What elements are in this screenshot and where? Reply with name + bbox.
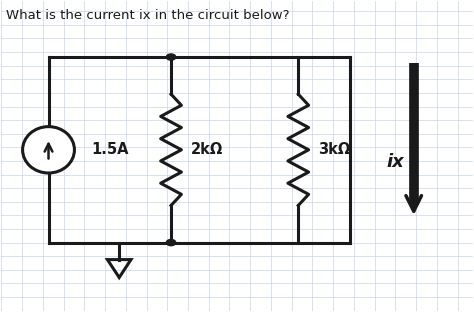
Ellipse shape: [23, 127, 74, 173]
Circle shape: [166, 54, 176, 60]
Text: 1.5A: 1.5A: [91, 142, 128, 157]
Circle shape: [166, 240, 176, 246]
Text: What is the current ix in the circuit below?: What is the current ix in the circuit be…: [6, 9, 290, 22]
Text: 3kΩ: 3kΩ: [318, 142, 350, 157]
Text: ix: ix: [386, 153, 404, 171]
Text: 2kΩ: 2kΩ: [191, 142, 223, 157]
